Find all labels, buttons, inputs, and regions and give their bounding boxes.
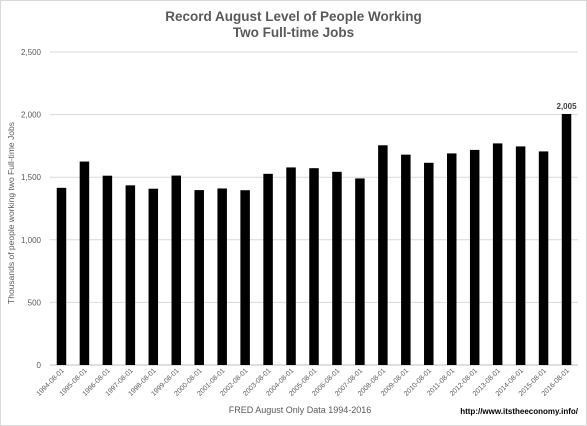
- chart-title-line2: Two Full-time Jobs: [232, 25, 355, 40]
- source-note: http://www.itstheeconomy.info/: [460, 407, 579, 416]
- bar: [79, 161, 90, 365]
- data-label: 2,005: [557, 102, 578, 111]
- y-axis-ticks: 0 500 1,000 1,500 2,000 2,500: [21, 48, 42, 370]
- bar: [309, 168, 319, 365]
- bar: [492, 143, 503, 365]
- x-axis-ticks: 1994-08-011995-08-011996-08-011997-08-01…: [36, 367, 571, 397]
- bar: [401, 154, 411, 365]
- bar: [561, 113, 572, 365]
- y-axis-label: Thousands of people working two Full-tim…: [6, 122, 16, 304]
- bar: [125, 185, 136, 365]
- bar: [102, 175, 113, 365]
- y-tick-label: 1,000: [21, 236, 42, 245]
- y-tick-label: 1,500: [21, 173, 42, 182]
- bar: [424, 162, 434, 365]
- y-tick-label: 2,500: [21, 48, 42, 57]
- x-axis-label: FRED August Only Data 1994-2016: [229, 405, 372, 415]
- y-tick-label: 2,000: [21, 111, 42, 120]
- bar: [515, 146, 526, 365]
- y-tick-label: 0: [37, 361, 42, 370]
- bar: [56, 187, 67, 365]
- bar: [217, 188, 227, 365]
- bar: [355, 178, 365, 365]
- y-tick-label: 500: [28, 298, 42, 307]
- bar: [378, 145, 388, 365]
- bar: [332, 171, 342, 365]
- data-labels: 2,005: [557, 102, 578, 111]
- bar: [148, 188, 159, 365]
- bar: [240, 190, 250, 365]
- bars: [56, 113, 572, 365]
- bar: [194, 190, 204, 365]
- chart-title-line1: Record August Level of People Working: [165, 9, 422, 24]
- bar: [171, 175, 182, 365]
- bar: [446, 153, 457, 365]
- bar: [263, 173, 273, 365]
- bar: [469, 149, 480, 365]
- bar: [538, 151, 549, 365]
- bar: [286, 167, 296, 365]
